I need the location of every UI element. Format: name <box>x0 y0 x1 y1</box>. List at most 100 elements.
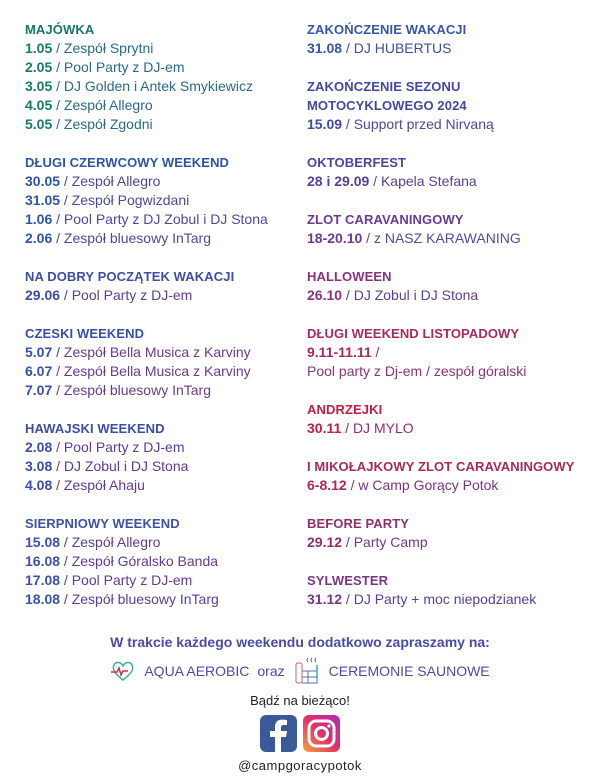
event-date: 2.06 <box>25 230 53 246</box>
event-line: 4.05 / Zespół Allegro <box>25 97 153 113</box>
section-title: ANDRZEJKI <box>307 402 383 417</box>
event-line: 5.07 / Zespół Bella Musica z Karviny <box>25 344 251 360</box>
event-name: Zespół bluesowy InTarg <box>63 382 211 398</box>
event-date: 28 i 29.09 <box>307 173 370 189</box>
section-title: MAJÓWKA <box>25 22 95 37</box>
event-name: Pool Party z DJ Zobul i DJ Stona <box>63 211 268 227</box>
event-line: 7.07 / Zespół bluesowy InTarg <box>25 382 211 398</box>
oraz-label: oraz <box>257 663 285 679</box>
event-date: 9.11-11.11 <box>307 344 372 360</box>
section-title: ZAKOŃCZENIE SEZONU <box>307 79 461 94</box>
event-line: 17.08 / Pool Party z DJ-em <box>25 572 193 588</box>
social-handle: @campgoracypotok <box>238 758 362 773</box>
event-line: 18-20.10 / z NASZ KARAWANING <box>307 230 521 246</box>
event-line: 30.11 / DJ MYLO <box>307 420 414 436</box>
event-date: 31.12 <box>307 591 343 607</box>
event-date: 2.08 <box>25 439 53 455</box>
event-line: 2.08 / Pool Party z DJ-em <box>25 439 185 455</box>
event-line: 6.07 / Zespół Bella Musica z Karviny <box>25 363 251 379</box>
event-name: DJ HUBERTUS <box>353 40 452 56</box>
stay-updated-text: Bądź na bieżąco! <box>250 693 350 708</box>
event-date: 6-8.12 <box>307 477 347 493</box>
event-date: 4.08 <box>25 477 53 493</box>
instagram-icon[interactable] <box>303 715 340 752</box>
event-name: Support przed Nirvaną <box>353 116 494 132</box>
event-line: 30.05 / Zespół Allegro <box>25 173 161 189</box>
event-date: 18-20.10 <box>307 230 363 246</box>
section-title: CZESKI WEEKEND <box>25 326 145 341</box>
event-line: 29.12 / Party Camp <box>307 534 428 550</box>
event-line: 18.08 / Zespół bluesowy InTarg <box>25 591 219 607</box>
event-date: 29.06 <box>25 287 61 303</box>
event-line: 4.08 / Zespół Ahaju <box>25 477 145 493</box>
event-name: Zespół Sprytni <box>63 40 154 56</box>
event-line: 3.08 / DJ Zobul i DJ Stona <box>25 458 189 474</box>
section-title: BEFORE PARTY <box>307 516 410 531</box>
event-name: Zespół Zgodni <box>63 116 153 132</box>
event-name: w Camp Gorący Potok <box>358 477 499 493</box>
event-section: HAWAJSKI WEEKEND 2.08 / Pool Party z DJ-e… <box>25 419 305 495</box>
heart-pulse-icon <box>111 661 134 681</box>
event-date: 26.10 <box>307 287 343 303</box>
event-name: Zespół bluesowy InTarg <box>63 230 211 246</box>
section-title: OKTOBERFEST <box>307 155 407 170</box>
section-title: ZLOT CARAVANINGOWY <box>307 212 464 227</box>
event-date: 18.08 <box>25 591 61 607</box>
extras-row: AQUA AEROBIC oraz CEREMONIE SAUNOWE <box>0 657 600 685</box>
event-line: 1.05 / Zespół Sprytni <box>25 40 154 56</box>
event-line: 5.05 / Zespół Zgodni <box>25 116 153 132</box>
event-date: 7.07 <box>25 382 53 398</box>
event-name: DJ Zobul i DJ Stona <box>353 287 479 303</box>
event-section: OKTOBERFEST 28 i 29.09 / Kapela Stefana <box>307 153 597 191</box>
event-name: Zespół Pogwizdani <box>71 192 190 208</box>
event-name: Kapela Stefana <box>380 173 477 189</box>
facebook-icon[interactable] <box>260 715 297 752</box>
event-line: 26.10 / DJ Zobul i DJ Stona <box>307 287 479 303</box>
event-line: 31.05 / Zespół Pogwizdani <box>25 192 190 208</box>
event-name: Pool Party z DJ-em <box>71 287 193 303</box>
event-section: SYLWESTER 31.12 / DJ Party + moc niepodzi… <box>307 571 597 609</box>
event-name: Pool Party z DJ-em <box>63 439 185 455</box>
event-date: 17.08 <box>25 572 61 588</box>
section-title: DŁUGI WEEKEND LISTOPADOWY <box>307 326 520 341</box>
right-column: ZAKOŃCZENIE WAKACJI 31.08 / DJ HUBERTUS ZA… <box>307 20 597 628</box>
section-title: NA DOBRY POCZĄTEK WAKACJI <box>25 269 235 284</box>
section-title: SIERPNIOWY WEEKEND <box>25 516 180 531</box>
event-line: 31.12 / DJ Party + moc niepodzianek <box>307 591 537 607</box>
section-title: ZAKOŃCZENIE WAKACJI <box>307 22 467 37</box>
event-line: 16.08 / Zespół Góralsko Banda <box>25 553 219 569</box>
event-date: 1.05 <box>25 40 53 56</box>
event-date: 15.09 <box>307 116 343 132</box>
event-name: Zespół Bella Musica z Karviny <box>63 363 251 379</box>
event-name: Zespół Allegro <box>63 97 153 113</box>
section-title: DŁUGI CZERWCOWY WEEKEND <box>25 155 230 170</box>
event-section: I MIKOŁAJKOWY ZLOT CARAVANINGOWY 6-8.12 /… <box>307 457 597 495</box>
left-column: MAJÓWKA 1.05 / Zespół Sprytni 2.05 / Pool … <box>25 20 305 628</box>
sauna-icon <box>295 657 318 684</box>
event-date: 16.08 <box>25 553 61 569</box>
event-name: DJ Party + moc niepodzianek <box>353 591 537 607</box>
event-line: 3.05 / DJ Golden i Antek Smykiewicz <box>25 78 253 94</box>
event-line: 2.06 / Zespół bluesowy InTarg <box>25 230 211 246</box>
event-date: 30.11 <box>307 420 342 436</box>
event-date: 31.05 <box>25 192 61 208</box>
event-section: DŁUGI WEEKEND LISTOPADOWY 9.11-11.11 / Po… <box>307 324 597 381</box>
event-section: NA DOBRY POCZĄTEK WAKACJI 29.06 / Pool Pa… <box>25 267 305 305</box>
section-title: MOTOCYKLOWEGO 2024 <box>307 98 467 113</box>
sauna-ceremonies-label: CEREMONIE SAUNOWE <box>328 663 490 679</box>
event-line: 15.09 / Support przed Nirvaną <box>307 116 494 132</box>
event-name: Zespół Allegro <box>71 534 161 550</box>
event-section: ANDRZEJKI 30.11 / DJ MYLO <box>307 400 597 438</box>
event-section: BEFORE PARTY 29.12 / Party Camp <box>307 514 597 552</box>
event-date: 29.12 <box>307 534 343 550</box>
event-section: CZESKI WEEKEND 5.07 / Zespół Bella Musica… <box>25 324 305 400</box>
event-date: 31.08 <box>307 40 343 56</box>
event-section: ZAKOŃCZENIE WAKACJI 31.08 / DJ HUBERTUS <box>307 20 597 58</box>
event-name: Zespół bluesowy InTarg <box>71 591 219 607</box>
event-line: Pool party z Dj-em / zespół góralski <box>307 363 527 379</box>
event-line: 6-8.12 / w Camp Gorący Potok <box>307 477 499 493</box>
section-title: HAWAJSKI WEEKEND <box>25 421 165 436</box>
event-section: MAJÓWKA 1.05 / Zespół Sprytni 2.05 / Pool … <box>25 20 305 134</box>
event-line: 29.06 / Pool Party z DJ-em <box>25 287 193 303</box>
event-date: 3.08 <box>25 458 53 474</box>
